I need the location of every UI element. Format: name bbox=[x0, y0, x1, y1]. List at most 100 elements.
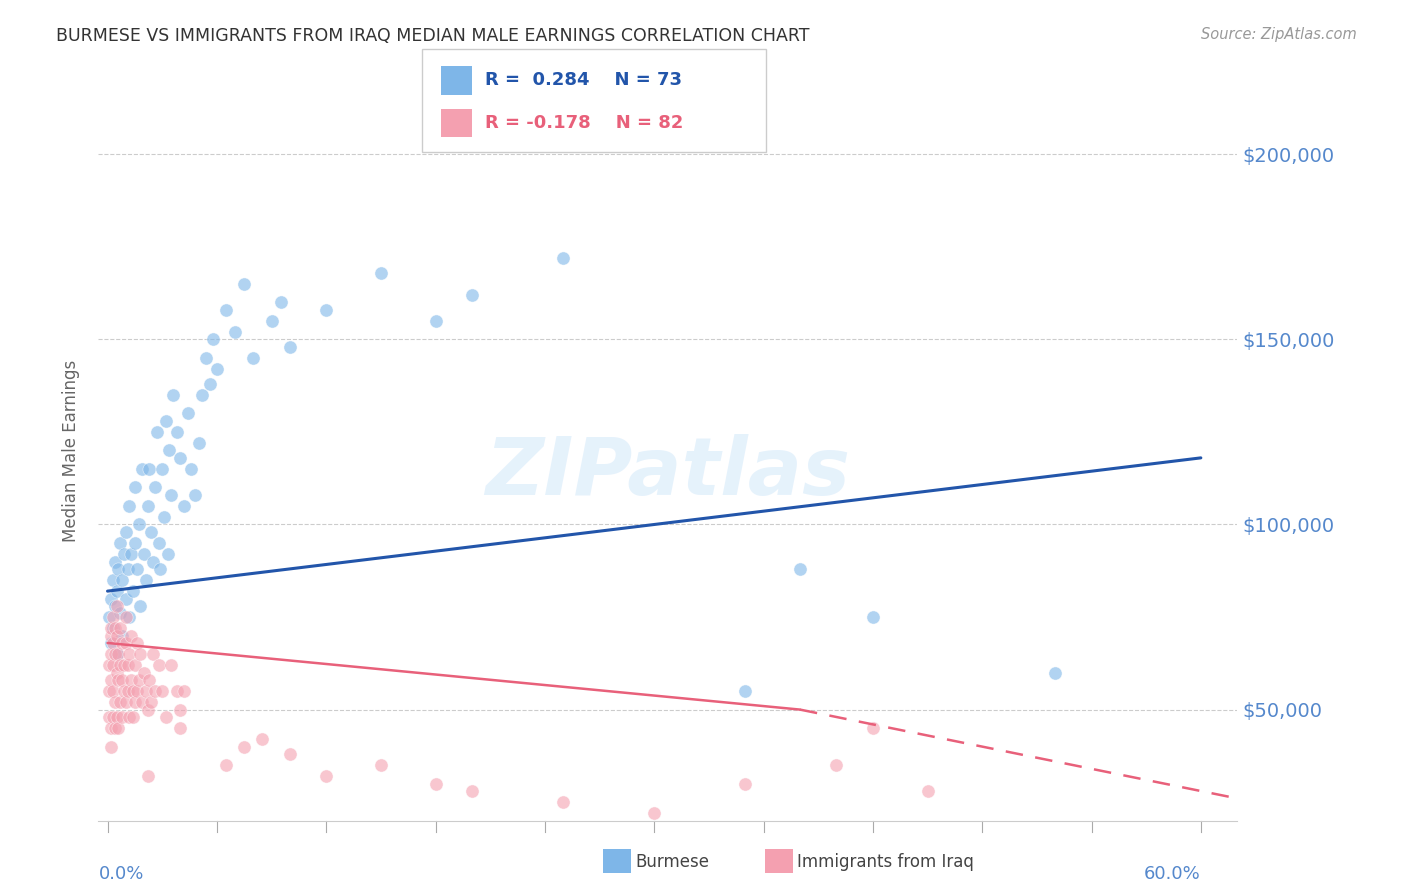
Point bbox=[125, 684, 148, 698]
Point bbox=[149, 562, 172, 576]
Point bbox=[198, 376, 221, 391]
Point bbox=[145, 425, 167, 439]
Point bbox=[128, 673, 150, 687]
Point bbox=[110, 536, 132, 550]
Point bbox=[132, 547, 155, 561]
Point bbox=[643, 806, 665, 821]
Point bbox=[917, 784, 939, 798]
Point bbox=[194, 351, 217, 365]
Point bbox=[148, 536, 170, 550]
Point bbox=[120, 673, 142, 687]
Point bbox=[125, 636, 148, 650]
Point bbox=[169, 721, 191, 735]
Point bbox=[124, 480, 146, 494]
Point bbox=[160, 488, 183, 502]
Point bbox=[191, 388, 214, 402]
Point bbox=[260, 314, 283, 328]
Point bbox=[150, 462, 173, 476]
Point bbox=[117, 562, 139, 576]
Point bbox=[734, 776, 756, 791]
Point bbox=[100, 636, 122, 650]
Point bbox=[142, 554, 165, 569]
Point bbox=[202, 332, 225, 346]
Point bbox=[104, 647, 127, 661]
Point bbox=[180, 462, 202, 476]
Point bbox=[110, 607, 132, 621]
Point bbox=[825, 758, 848, 772]
Point bbox=[278, 340, 301, 354]
Point bbox=[252, 732, 274, 747]
Point bbox=[111, 710, 134, 724]
Point bbox=[141, 524, 163, 539]
Point bbox=[105, 710, 128, 724]
Point bbox=[155, 710, 177, 724]
Point bbox=[160, 658, 183, 673]
Point bbox=[242, 351, 264, 365]
Point bbox=[129, 599, 152, 613]
Text: Source: ZipAtlas.com: Source: ZipAtlas.com bbox=[1201, 27, 1357, 42]
Point bbox=[117, 684, 139, 698]
Point bbox=[789, 562, 811, 576]
Point bbox=[111, 673, 134, 687]
Point bbox=[370, 266, 392, 280]
Point bbox=[107, 673, 129, 687]
Point bbox=[270, 295, 292, 310]
Point bbox=[111, 636, 134, 650]
Point bbox=[862, 721, 884, 735]
Point bbox=[138, 673, 160, 687]
Point bbox=[100, 628, 122, 642]
Point bbox=[118, 710, 141, 724]
Point bbox=[215, 758, 238, 772]
Point bbox=[159, 443, 181, 458]
Point bbox=[114, 524, 136, 539]
Point bbox=[143, 480, 166, 494]
Point bbox=[105, 599, 128, 613]
Text: ZIPatlas: ZIPatlas bbox=[485, 434, 851, 512]
Point bbox=[124, 658, 146, 673]
Point bbox=[118, 647, 141, 661]
Point bbox=[169, 450, 191, 465]
Point bbox=[135, 684, 157, 698]
Point bbox=[100, 621, 122, 635]
Point bbox=[315, 302, 337, 317]
Point bbox=[122, 584, 145, 599]
Point bbox=[107, 562, 129, 576]
Point bbox=[131, 462, 153, 476]
Point bbox=[105, 647, 128, 661]
Point bbox=[112, 547, 135, 561]
Point bbox=[110, 621, 132, 635]
Point bbox=[122, 684, 145, 698]
Point bbox=[132, 665, 155, 680]
Point bbox=[98, 684, 121, 698]
Text: R = -0.178    N = 82: R = -0.178 N = 82 bbox=[485, 114, 683, 132]
Point bbox=[118, 499, 141, 513]
Point bbox=[100, 673, 122, 687]
Point bbox=[117, 658, 139, 673]
Point bbox=[141, 695, 163, 709]
Point bbox=[100, 647, 122, 661]
Point bbox=[112, 658, 135, 673]
Point bbox=[101, 573, 124, 587]
Point bbox=[114, 695, 136, 709]
Point bbox=[112, 684, 135, 698]
Point bbox=[98, 610, 121, 624]
Point bbox=[143, 684, 166, 698]
Point bbox=[107, 647, 129, 661]
Point bbox=[162, 388, 184, 402]
Point bbox=[104, 554, 127, 569]
Point bbox=[98, 710, 121, 724]
Text: 0.0%: 0.0% bbox=[98, 865, 143, 883]
Point bbox=[233, 277, 256, 291]
Point bbox=[136, 769, 159, 783]
Point bbox=[425, 314, 447, 328]
Text: BURMESE VS IMMIGRANTS FROM IRAQ MEDIAN MALE EARNINGS CORRELATION CHART: BURMESE VS IMMIGRANTS FROM IRAQ MEDIAN M… bbox=[56, 27, 810, 45]
Point bbox=[173, 684, 195, 698]
Point bbox=[98, 658, 121, 673]
Point bbox=[862, 610, 884, 624]
Point bbox=[156, 547, 179, 561]
Point bbox=[101, 684, 124, 698]
Point bbox=[461, 784, 484, 798]
Point bbox=[104, 599, 127, 613]
Point bbox=[107, 721, 129, 735]
Point bbox=[169, 703, 191, 717]
